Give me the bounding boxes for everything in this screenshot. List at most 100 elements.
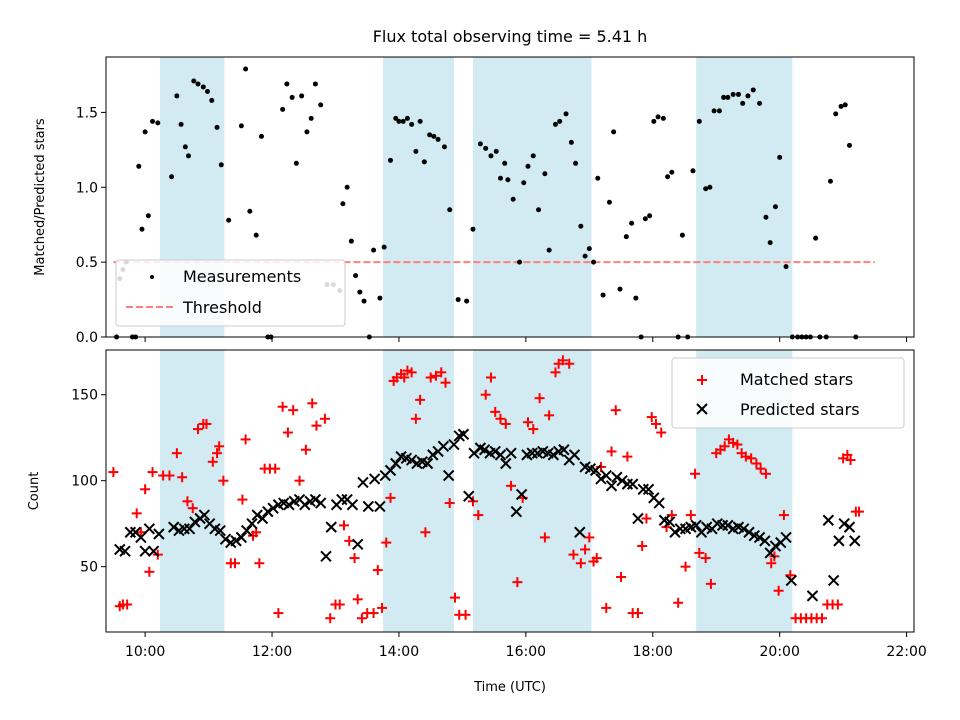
predicted-point-81 <box>547 449 560 461</box>
predicted-point-92 <box>605 480 618 492</box>
measurement-point-8 <box>142 129 148 135</box>
predicted-point-62 <box>448 438 460 451</box>
predicted-point-36 <box>309 493 322 506</box>
predicted-point-47 <box>368 473 381 485</box>
predicted-point-132 <box>843 521 856 533</box>
predicted-point-118 <box>743 526 755 538</box>
measurement-point-19 <box>200 84 206 90</box>
matched-point-130 <box>755 463 766 474</box>
matched-point-79 <box>500 418 511 429</box>
predicted-point-22 <box>235 531 248 544</box>
matched-point-48 <box>352 594 363 605</box>
measurement-point-70 <box>470 226 476 232</box>
matched-point-36 <box>288 405 299 416</box>
measurement-point-108 <box>660 115 666 121</box>
predicted-point-31 <box>283 499 295 511</box>
predicted-point-38 <box>320 550 332 563</box>
top-y-axis-label: Matched/Predicted stars <box>33 118 48 276</box>
measurement-point-97 <box>606 199 612 205</box>
measurement-point-47 <box>353 273 359 279</box>
bottom-legend: Matched stars Predicted stars <box>671 357 905 429</box>
matched-point-75 <box>480 389 491 400</box>
matched-point-45 <box>338 520 349 531</box>
measurement-point-141 <box>827 178 833 184</box>
measurement-point-11 <box>155 120 161 126</box>
measurement-point-54 <box>387 157 393 163</box>
bottom-y-tick-label-2: 150 <box>71 388 98 404</box>
matched-point-109 <box>650 418 661 429</box>
measurement-point-52 <box>377 295 383 301</box>
matched-point-115 <box>685 510 696 521</box>
measurement-point-95 <box>595 175 601 181</box>
matched-point-105 <box>632 608 643 619</box>
matched-point-11 <box>164 470 175 481</box>
matched-point-93 <box>575 558 586 569</box>
matched-point-24 <box>230 558 241 569</box>
matched-point-125 <box>732 439 743 450</box>
predicted-point-6 <box>143 523 156 535</box>
matched-point-0 <box>108 467 119 478</box>
measurement-point-115 <box>696 118 702 124</box>
measurement-point-39 <box>312 81 318 87</box>
measurement-point-69 <box>464 298 470 304</box>
measurement-point-88 <box>563 111 569 117</box>
matched-point-86 <box>539 532 550 543</box>
top-y-tick-label-0: 0.0 <box>76 330 98 346</box>
measurement-point-48 <box>357 289 363 295</box>
measurement-point-107 <box>655 114 661 120</box>
measurement-point-79 <box>517 259 523 265</box>
x-tick-label-6: 22:00 <box>886 644 926 660</box>
measurement-point-90 <box>573 160 579 166</box>
measurement-point-106 <box>651 118 657 124</box>
predicted-point-122 <box>764 547 776 559</box>
legend-marker-predicted <box>696 403 708 415</box>
measurement-point-67 <box>447 207 453 213</box>
predicted-point-131 <box>838 517 850 530</box>
measurement-point-123 <box>735 91 741 97</box>
matched-point-22 <box>218 475 229 486</box>
top-y-ticks: 0.0 0.5 1.0 1.5 <box>76 105 106 346</box>
matched-point-132 <box>766 558 777 569</box>
matched-point-92 <box>568 549 579 560</box>
predicted-point-23 <box>240 524 253 537</box>
matched-point-102 <box>616 571 627 582</box>
measurement-point-28 <box>253 232 259 238</box>
predicted-point-97 <box>632 512 644 525</box>
measurement-point-93 <box>586 246 592 252</box>
measurement-point-100 <box>623 234 629 240</box>
predicted-point-50 <box>384 464 397 477</box>
measurement-point-66 <box>441 144 447 150</box>
measurement-point-58 <box>404 115 410 121</box>
matched-point-19 <box>207 456 218 467</box>
measurement-point-46 <box>348 238 354 244</box>
x-tick-label-0: 10:00 <box>125 644 165 660</box>
measurement-point-127 <box>757 100 763 106</box>
matched-point-59 <box>399 372 410 383</box>
predicted-point-43 <box>346 499 359 511</box>
measurement-point-121 <box>725 94 731 100</box>
measurement-point-145 <box>846 142 852 148</box>
legend-marker-matched <box>697 375 707 385</box>
measurement-point-33 <box>284 81 290 87</box>
matched-point-118 <box>700 553 711 564</box>
measurement-point-83 <box>536 207 542 213</box>
matched-point-38 <box>300 444 311 455</box>
matched-point-100 <box>606 446 617 457</box>
matched-point-99 <box>601 602 612 613</box>
measurement-point-109 <box>665 174 671 180</box>
matched-point-39 <box>307 398 318 409</box>
matched-point-41 <box>319 413 330 424</box>
predicted-point-60 <box>437 440 450 452</box>
measurement-point-116 <box>703 186 709 192</box>
x-axis-label: Time (UTC) <box>473 680 546 695</box>
predicted-point-54 <box>405 454 418 466</box>
measurement-point-119 <box>716 108 722 114</box>
matched-point-84 <box>528 424 539 435</box>
matched-point-72 <box>460 609 471 620</box>
legend-label-measurements: Measurements <box>183 267 301 286</box>
measurement-point-91 <box>578 223 584 229</box>
predicted-point-74 <box>510 505 523 518</box>
measurement-point-45 <box>344 184 350 190</box>
measurement-point-74 <box>493 148 499 154</box>
matched-point-55 <box>385 492 396 503</box>
